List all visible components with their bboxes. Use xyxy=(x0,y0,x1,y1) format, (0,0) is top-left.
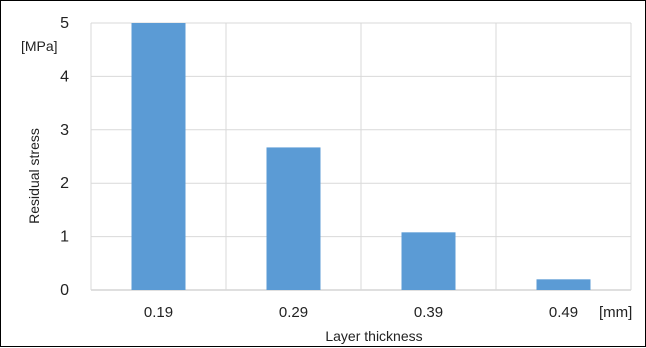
y-tick-label: 5 xyxy=(60,15,69,32)
x-tick-label: 0.29 xyxy=(279,304,308,321)
x-tick-label: 0.39 xyxy=(414,304,443,321)
bar-0.39 xyxy=(401,232,456,290)
x-tick-label: 0.19 xyxy=(144,304,173,321)
bar-0.29 xyxy=(266,147,321,290)
x-unit-label: [mm] xyxy=(599,304,632,321)
y-unit-label: [MPa] xyxy=(21,38,58,54)
y-tick-label: 2 xyxy=(60,175,69,192)
y-tick-labels: 0 1 2 3 4 5 xyxy=(60,15,69,299)
x-axis-label: Layer thickness xyxy=(325,328,422,344)
x-tick-label: 0.49 xyxy=(549,304,578,321)
y-tick-label: 4 xyxy=(60,68,69,85)
y-tick-label: 0 xyxy=(60,282,69,299)
bar-0.49 xyxy=(536,279,591,290)
x-tick-labels: 0.19 0.29 0.39 0.49 xyxy=(144,304,578,321)
bar-0.19 xyxy=(131,23,186,290)
y-tick-label: 3 xyxy=(60,122,69,139)
bars xyxy=(131,23,591,290)
y-axis-label: Residual stress xyxy=(26,128,42,224)
y-tick-label: 1 xyxy=(60,229,69,246)
